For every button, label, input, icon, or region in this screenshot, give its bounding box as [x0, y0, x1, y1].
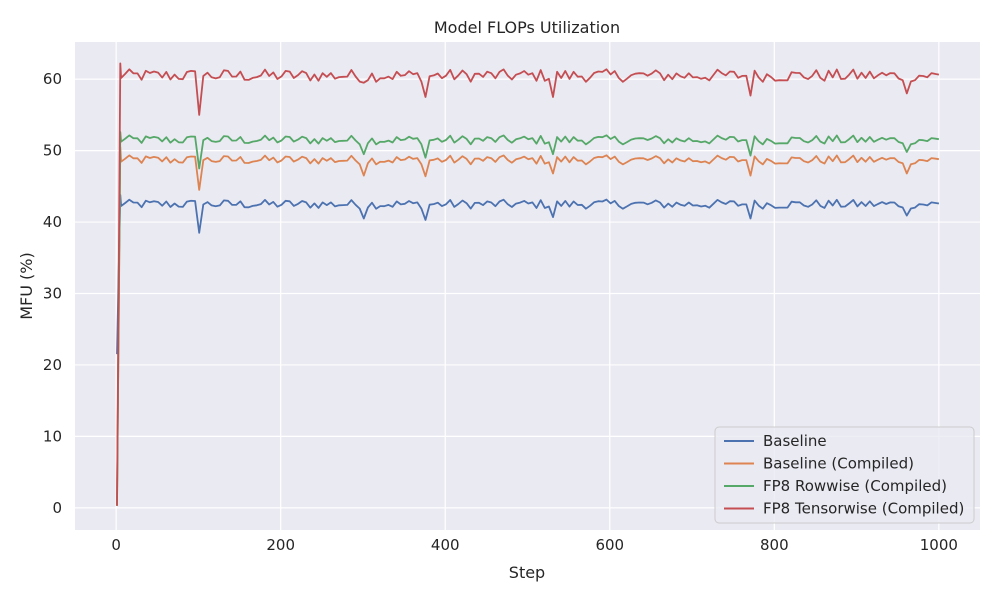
series-line-3 [116, 62, 940, 506]
y-tick-label: 40 [43, 213, 62, 231]
legend-label: Baseline (Compiled) [763, 455, 914, 473]
x-axis-label: Step [509, 563, 545, 582]
series-lines [116, 62, 940, 506]
x-tick-label: 200 [266, 536, 295, 554]
y-tick-label: 30 [43, 285, 62, 303]
legend-label: Baseline [763, 432, 827, 450]
x-tick-label: 1000 [920, 536, 958, 554]
y-tick-label: 50 [43, 142, 62, 160]
y-tick-label: 60 [43, 70, 62, 88]
series-line-2 [116, 131, 940, 506]
chart-title: Model FLOPs Utilization [434, 18, 620, 37]
legend-label: FP8 Tensorwise (Compiled) [763, 500, 964, 518]
y-axis-label: MFU (%) [17, 252, 36, 320]
legend-label: FP8 Rowwise (Compiled) [763, 477, 947, 495]
x-tick-label: 400 [431, 536, 460, 554]
y-tick-label: 10 [43, 427, 62, 445]
series-line-1 [116, 146, 940, 506]
series-line-0 [116, 194, 940, 355]
x-tick-label: 600 [595, 536, 624, 554]
axis-ticks: 0 200 400 600 800 1000 0 10 20 30 40 50 60 [43, 70, 958, 554]
legend-box [714, 426, 975, 524]
y-tick-label: 20 [43, 356, 62, 374]
x-tick-label: 0 [111, 536, 121, 554]
legend: Baseline Baseline (Compiled) FP8 Rowwise (… [714, 426, 975, 524]
x-tick-label: 800 [760, 536, 789, 554]
y-tick-label: 0 [52, 499, 62, 517]
